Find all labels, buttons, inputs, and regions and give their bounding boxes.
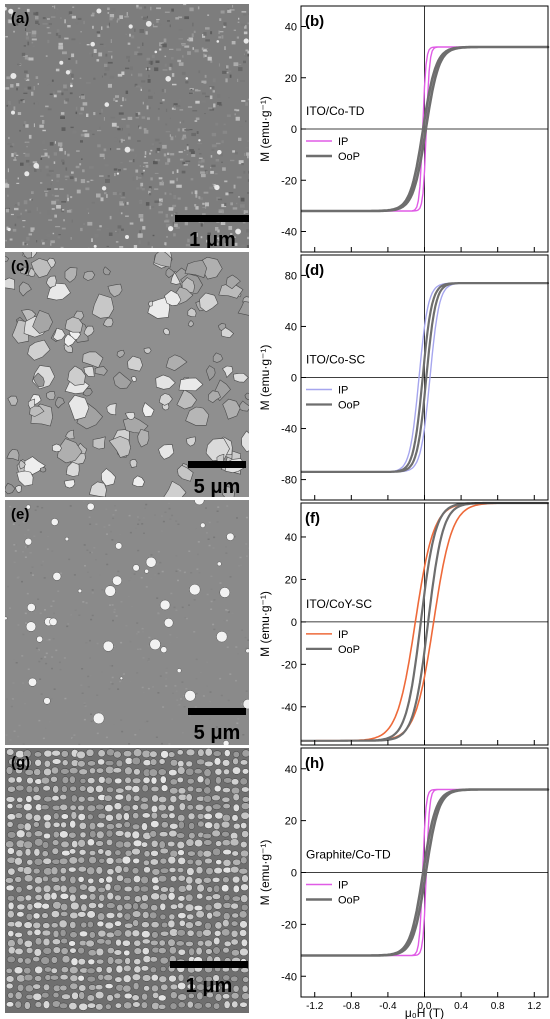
y-tick-label: -20	[281, 919, 297, 931]
y-tick-label: 20	[285, 73, 297, 85]
y-tick-label: 40	[285, 22, 297, 34]
scale-bar	[188, 461, 246, 468]
y-tick-label: 20	[285, 574, 297, 586]
legend-label: OoP	[338, 895, 360, 907]
chart-panel: -40 -20 0 20 40 (b) M (emu·g⁻¹) ITO/Co-TD IP OoP	[258, 5, 550, 253]
chart-panel: -80 -40 0 40 80 (d) M (emu·g⁻¹) ITO/Co-SC IP OoP	[258, 254, 550, 501]
sample-name: ITO/CoY-SC	[306, 597, 372, 611]
sem-texture	[5, 252, 249, 497]
y-tick-label: 20	[285, 816, 297, 828]
legend-label: OoP	[338, 151, 360, 163]
texture-group	[5, 4, 249, 248]
x-tick-label: 1.2	[527, 1001, 541, 1012]
y-tick-label: 40	[285, 321, 297, 333]
panel-label: (f)	[305, 510, 320, 527]
sem-image-c: (c) 5 μm	[5, 252, 249, 497]
panel-label: (d)	[305, 262, 324, 279]
y-tick-label: -80	[281, 475, 297, 487]
y-tick-label: -20	[281, 175, 297, 187]
legend-label: OoP	[338, 644, 360, 656]
y-tick-label: 40	[285, 764, 297, 776]
panel-label: (c)	[11, 258, 30, 275]
sem-texture	[5, 748, 249, 1013]
x-tick-label: -0.4	[379, 1001, 397, 1012]
legend-label: IP	[338, 629, 348, 641]
y-tick-label: -40	[281, 971, 297, 983]
scale-bar	[170, 961, 248, 968]
panel-label: (h)	[305, 755, 324, 772]
chart-panel: -40 -20 0 20 40 (h) M (emu·g⁻¹) Graphite/Co-TD I…	[258, 747, 550, 1019]
scale-bar-label: 1 μm	[189, 229, 236, 248]
y-tick-label: -20	[281, 659, 297, 671]
sample-name: ITO/Co-TD	[306, 104, 365, 118]
x-axis-label: μ₀H (T)	[405, 1006, 444, 1019]
legend-label: IP	[338, 880, 348, 892]
sample-name: Graphite/Co-TD	[306, 848, 391, 862]
sem-texture	[5, 500, 249, 745]
y-axis-label: M (emu·g⁻¹)	[258, 840, 272, 906]
legend-label: IP	[338, 136, 348, 148]
scale-bar-label: 5 μm	[193, 476, 241, 497]
scale-bar-label: 5 μm	[193, 722, 241, 744]
scale-bar	[175, 215, 249, 222]
scale-bar	[188, 708, 246, 715]
y-tick-label: 0	[291, 617, 297, 629]
sem-image-g: (g) 1 μm	[5, 748, 249, 1013]
y-axis-label: M (emu·g⁻¹)	[258, 96, 272, 162]
y-tick-label: 0	[291, 868, 297, 880]
y-tick-label: 40	[285, 532, 297, 544]
texture-group	[5, 500, 249, 745]
y-tick-label: -40	[281, 702, 297, 714]
y-tick-label: -40	[281, 227, 297, 239]
y-tick-label: -40	[281, 424, 297, 436]
y-axis-label: M (emu·g⁻¹)	[258, 591, 272, 657]
chart-panel: -40 -20 0 20 40 (f) M (emu·g⁻¹) ITO/CoY-SC IP OoP	[258, 501, 550, 746]
y-tick-label: 0	[291, 124, 297, 136]
x-tick-label: 0.0	[418, 1001, 432, 1012]
sem-texture	[5, 4, 249, 248]
panel-label: (g)	[11, 754, 31, 771]
legend-label: OoP	[338, 400, 360, 412]
y-axis-label: M (emu·g⁻¹)	[258, 345, 272, 411]
panel-label: (e)	[11, 506, 30, 523]
x-tick-label: -1.2	[306, 1001, 324, 1012]
sem-image-e: (e) 5 μm	[5, 500, 249, 745]
texture-group	[5, 748, 249, 1013]
sample-name: ITO/Co-SC	[306, 353, 365, 367]
y-tick-label: 0	[291, 373, 297, 385]
panel-label: (a)	[11, 10, 30, 27]
sem-image-a: (a) 1 μm	[5, 4, 249, 248]
x-tick-label: -0.8	[343, 1001, 361, 1012]
panel-label: (b)	[305, 13, 324, 30]
scale-bar-label: 1 μm	[185, 975, 233, 997]
legend-label: IP	[338, 385, 348, 397]
x-tick-label: 0.8	[491, 1001, 505, 1012]
texture-group	[5, 252, 249, 497]
x-tick-label: 0.4	[454, 1001, 468, 1012]
y-tick-label: 80	[285, 270, 297, 282]
